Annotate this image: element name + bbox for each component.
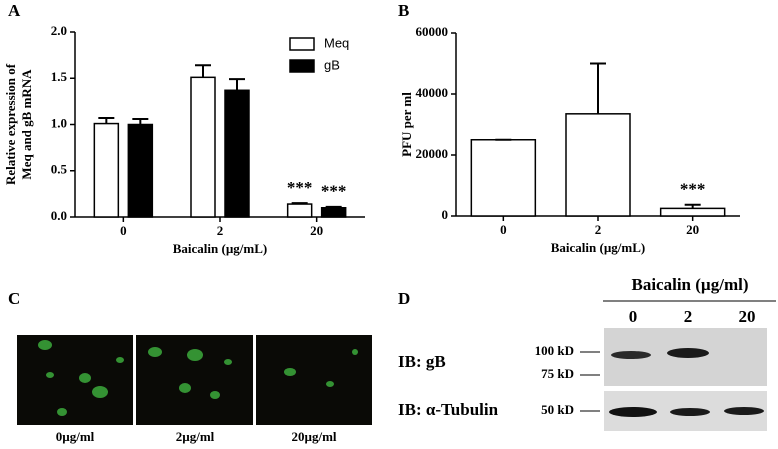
annotation: *** (321, 182, 347, 201)
y-tick-label: 2.0 (51, 23, 67, 38)
y-tick-label: 0 (442, 207, 449, 222)
band (611, 351, 651, 359)
annotation: *** (287, 178, 313, 197)
error-bar (291, 202, 308, 205)
panel-label: D (398, 289, 410, 308)
band (670, 408, 710, 416)
caption: 2µg/ml (176, 429, 215, 444)
error-bar (132, 117, 149, 125)
marker-label: 100 kD (535, 343, 574, 358)
bar (127, 123, 154, 218)
row-label: IB: α-Tubulin (398, 400, 499, 419)
y-tick-label: 60000 (416, 24, 449, 39)
y-tick-label: 40000 (416, 85, 449, 100)
lane-label: 2 (684, 307, 693, 326)
y-axis-label: Relative expression of (3, 63, 18, 185)
bar (286, 203, 313, 218)
bar (190, 76, 216, 218)
error-bar (98, 117, 115, 124)
bar (93, 122, 120, 218)
x-tick-label: 2 (217, 223, 224, 238)
y-tick-label: 0.0 (51, 208, 67, 223)
micrograph (17, 335, 133, 425)
panel-label: B (398, 1, 409, 20)
x-tick-label: 2 (595, 222, 602, 237)
x-tick-label: 0 (500, 222, 507, 237)
x-axis-label: Baicalin (µg/mL) (551, 240, 646, 255)
band (667, 348, 709, 358)
error-bar (590, 62, 606, 114)
row-label: IB: gB (398, 352, 446, 371)
bar (565, 113, 631, 217)
y-tick-label: 1.5 (51, 69, 68, 84)
caption: 20µg/ml (291, 429, 336, 444)
lane-label: 20 (739, 307, 756, 326)
error-bar (325, 205, 342, 208)
y-tick-label: 20000 (416, 146, 449, 161)
bar (224, 89, 250, 218)
error-bar (229, 78, 245, 91)
bar (320, 207, 347, 218)
micrographs (17, 335, 372, 425)
blot-header: Baicalin (µg/ml) (632, 275, 749, 294)
x-tick-label: 0 (120, 223, 127, 238)
y-axis-label: Meq and gB mRNA (19, 69, 34, 180)
panel-label: A (8, 1, 21, 20)
band (724, 407, 764, 415)
x-axis-label: Baicalin (µg/mL) (173, 241, 268, 256)
cells (38, 340, 358, 416)
legend-swatch (289, 37, 315, 51)
band (609, 407, 657, 417)
marker-label: 75 kD (541, 366, 574, 381)
micrograph (256, 335, 372, 425)
legend-label: Meq (324, 35, 349, 50)
error-bar (684, 203, 701, 209)
bar (470, 139, 537, 217)
annotation: *** (680, 180, 706, 199)
caption: 0µg/ml (56, 429, 95, 444)
legend-swatch (289, 59, 315, 73)
x-tick-label: 20 (686, 222, 699, 237)
y-tick-label: 0.5 (51, 162, 68, 177)
x-tick-label: 20 (310, 223, 323, 238)
legend-label: gB (324, 57, 340, 72)
panel-label: C (8, 289, 20, 308)
error-bar (195, 64, 211, 78)
lane-label: 0 (629, 307, 638, 326)
bar (659, 207, 726, 217)
y-axis-label: PFU per ml (399, 92, 414, 157)
y-tick-label: 1.0 (51, 115, 67, 130)
marker-label: 50 kD (541, 402, 574, 417)
